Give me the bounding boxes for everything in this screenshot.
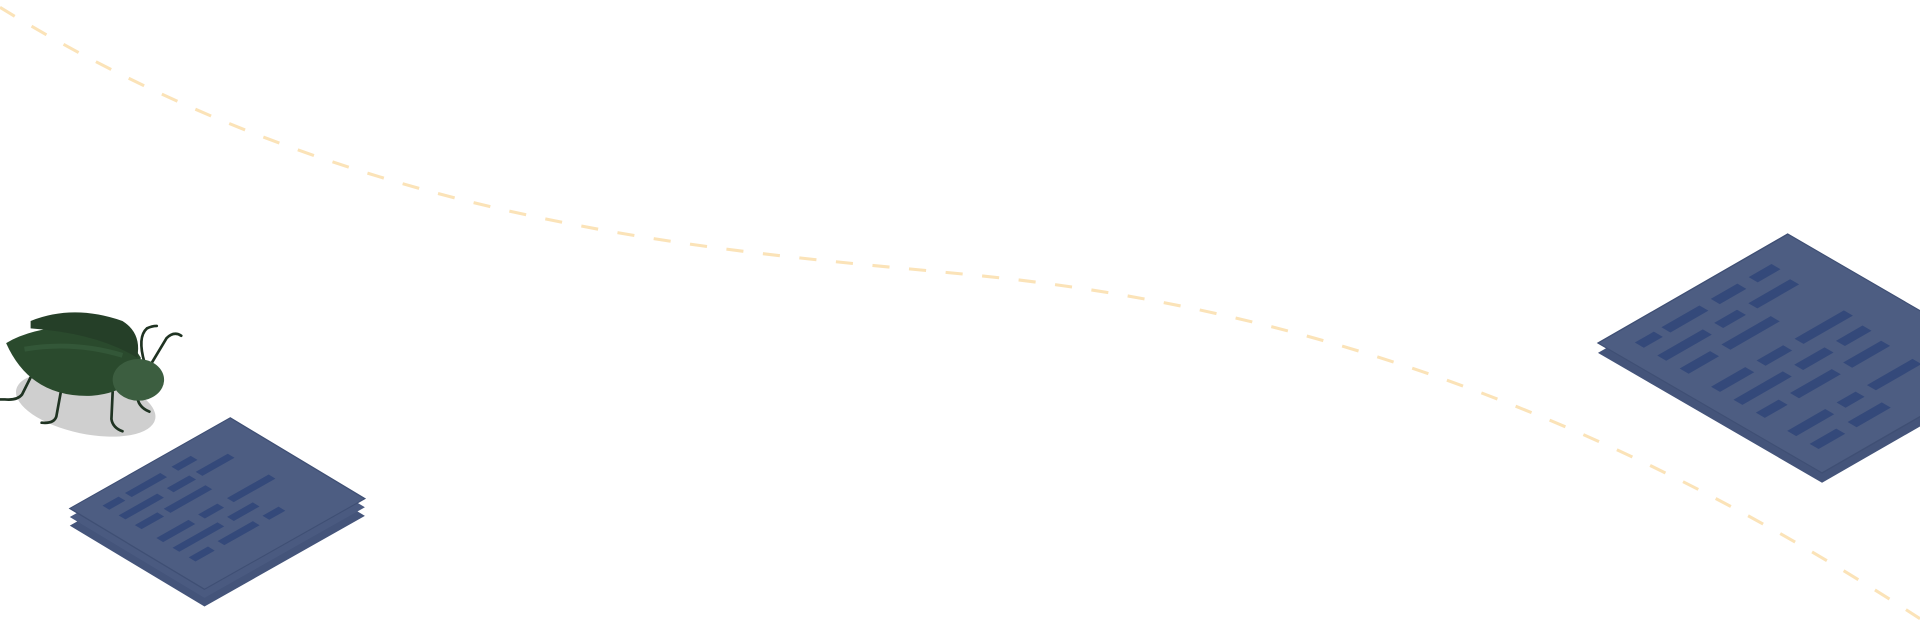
text-line: [1790, 369, 1841, 399]
antenna: [150, 332, 183, 365]
paper-sheet-top: [1596, 233, 1920, 474]
text-line: [1748, 264, 1781, 283]
text-line: [198, 503, 225, 519]
beetle-legs: [0, 324, 183, 433]
text-line: [1714, 309, 1746, 329]
text-line: [1634, 331, 1663, 348]
paper-sheet-top: [68, 417, 367, 591]
beetle-highlight: [24, 343, 124, 358]
text-line: [124, 473, 167, 498]
sheet: [1596, 233, 1920, 474]
text-line: [172, 522, 225, 552]
text-line: [1711, 367, 1755, 392]
text-line: [262, 506, 286, 520]
beetle: [0, 312, 183, 437]
text-line: [217, 521, 260, 546]
dashed-path: [0, 6, 1920, 621]
text-line: [118, 493, 164, 520]
text-line: [1721, 316, 1780, 350]
text-line: [156, 519, 196, 543]
text-line: [226, 474, 276, 503]
text-line: [163, 485, 213, 513]
text-line: [1679, 351, 1720, 374]
text-line: [1661, 305, 1709, 333]
text-line: [1835, 325, 1872, 347]
text-line: [1843, 340, 1891, 368]
text-line: [1794, 347, 1834, 370]
paper-stack-right: [1596, 233, 1920, 483]
text-line: [195, 453, 235, 476]
text-line: [1710, 283, 1747, 305]
text-line: [1809, 428, 1846, 450]
text-line: [1657, 329, 1712, 361]
text-line: [188, 546, 215, 562]
text-line: [227, 502, 260, 521]
paper-stack-left: [68, 417, 367, 607]
text-line: [1866, 358, 1920, 391]
antenna: [140, 324, 159, 365]
beetle-wing: [30, 312, 139, 358]
text-line: [1847, 402, 1891, 428]
text-line: [1748, 279, 1800, 309]
text-line: [102, 496, 126, 510]
beetle-head: [112, 358, 165, 401]
leg: [40, 388, 63, 425]
text-line: [134, 512, 165, 530]
text-line: [171, 455, 198, 471]
text-line: [1756, 345, 1793, 366]
leg: [0, 376, 32, 401]
text-line: [1755, 399, 1788, 418]
text-line: [1794, 310, 1853, 344]
text-line: [1733, 371, 1792, 405]
text-line: [1787, 409, 1835, 437]
beetle-body: [6, 325, 141, 396]
text-line: [1836, 391, 1865, 408]
leg: [110, 390, 124, 433]
text-line: [166, 475, 196, 493]
